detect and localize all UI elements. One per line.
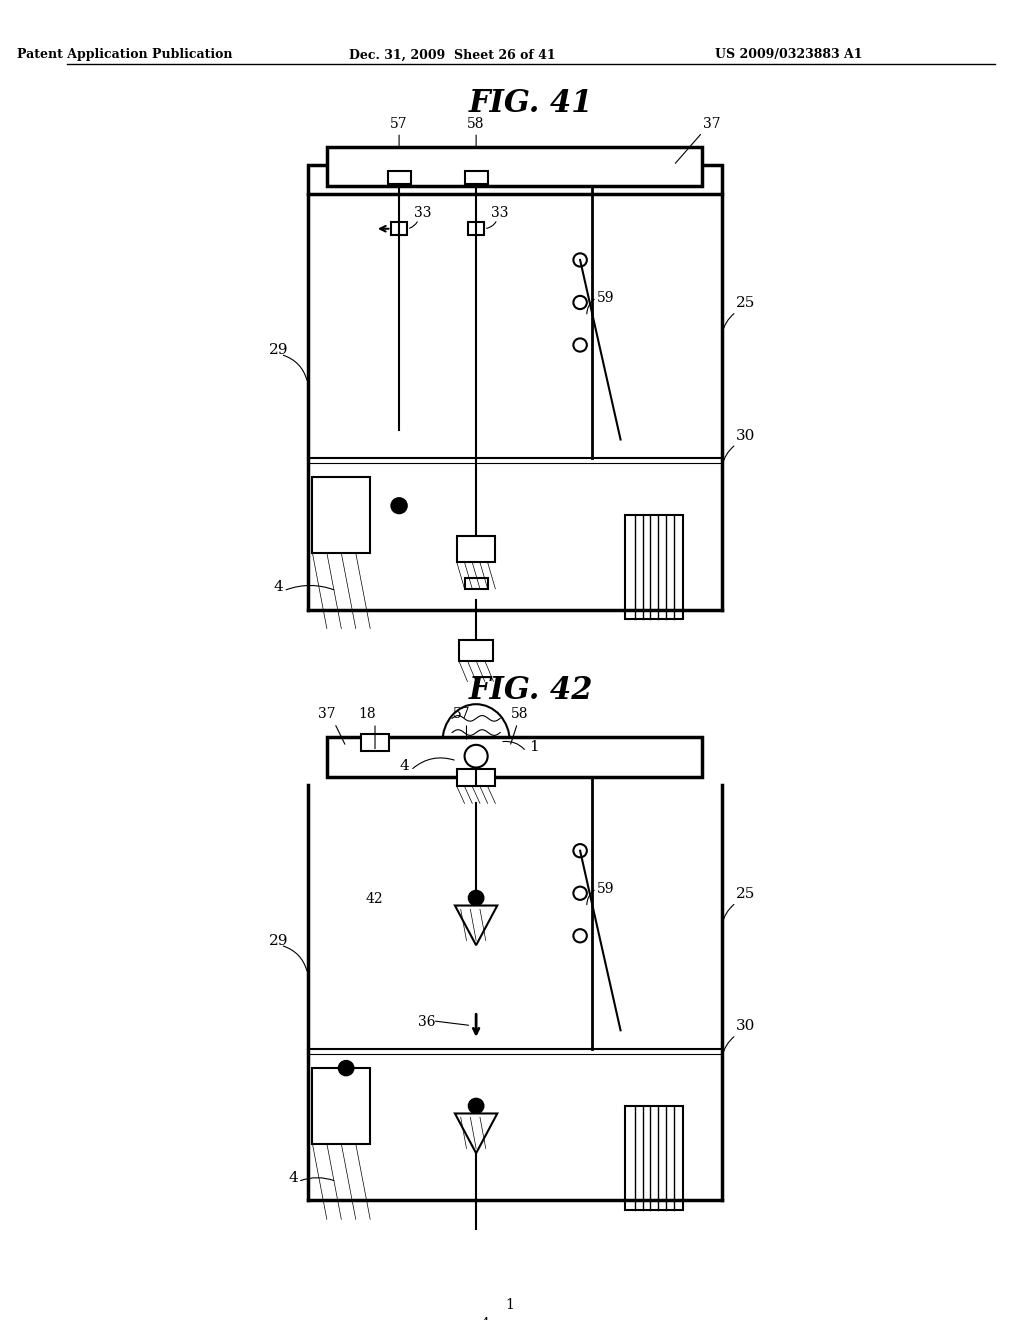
Bar: [312, 1068, 371, 1143]
Circle shape: [391, 498, 407, 513]
Text: US 2009/0323883 A1: US 2009/0323883 A1: [716, 49, 863, 61]
Bar: [465, 578, 487, 589]
Text: 58: 58: [511, 708, 528, 721]
Bar: [468, 222, 483, 235]
Text: 4: 4: [289, 1171, 298, 1184]
Text: FIG. 42: FIG. 42: [469, 675, 593, 705]
Text: 59: 59: [596, 882, 614, 896]
Text: 30: 30: [736, 1019, 756, 1034]
Circle shape: [468, 891, 483, 906]
Polygon shape: [455, 906, 498, 945]
Text: 37: 37: [318, 708, 336, 721]
Text: 29: 29: [269, 935, 289, 948]
Text: 1: 1: [505, 1298, 514, 1312]
Ellipse shape: [442, 704, 510, 780]
Ellipse shape: [442, 1276, 510, 1320]
Bar: [327, 738, 702, 777]
Text: 37: 37: [703, 116, 721, 131]
Text: 42: 42: [366, 892, 383, 906]
Bar: [465, 172, 487, 185]
Text: 30: 30: [736, 429, 756, 442]
Text: 4: 4: [481, 1317, 489, 1320]
Text: 25: 25: [736, 296, 756, 310]
Text: 36: 36: [419, 1015, 436, 1028]
Bar: [391, 222, 407, 235]
Text: 25: 25: [736, 887, 756, 902]
Text: 33: 33: [414, 206, 431, 220]
Text: 57: 57: [453, 708, 470, 721]
Text: FIG. 41: FIG. 41: [469, 88, 593, 120]
Bar: [626, 515, 683, 619]
Bar: [457, 536, 496, 562]
Bar: [312, 478, 371, 553]
Text: 33: 33: [490, 206, 508, 220]
Bar: [360, 734, 389, 751]
Text: 57: 57: [390, 116, 408, 131]
Bar: [457, 770, 496, 787]
Text: 59: 59: [596, 292, 614, 305]
Text: 1: 1: [529, 741, 539, 755]
Bar: [327, 147, 702, 186]
Text: Dec. 31, 2009  Sheet 26 of 41: Dec. 31, 2009 Sheet 26 of 41: [349, 49, 555, 61]
Text: 18: 18: [358, 708, 376, 721]
Circle shape: [468, 1098, 483, 1114]
Polygon shape: [455, 1114, 498, 1154]
Text: 29: 29: [269, 343, 289, 358]
Bar: [387, 172, 411, 185]
Text: 4: 4: [273, 579, 284, 594]
Text: 58: 58: [467, 116, 485, 131]
Text: Patent Application Publication: Patent Application Publication: [17, 49, 232, 61]
Circle shape: [338, 1060, 354, 1076]
Bar: [459, 640, 494, 661]
Bar: [307, 165, 722, 194]
Bar: [626, 1106, 683, 1210]
Text: 4: 4: [399, 759, 409, 774]
